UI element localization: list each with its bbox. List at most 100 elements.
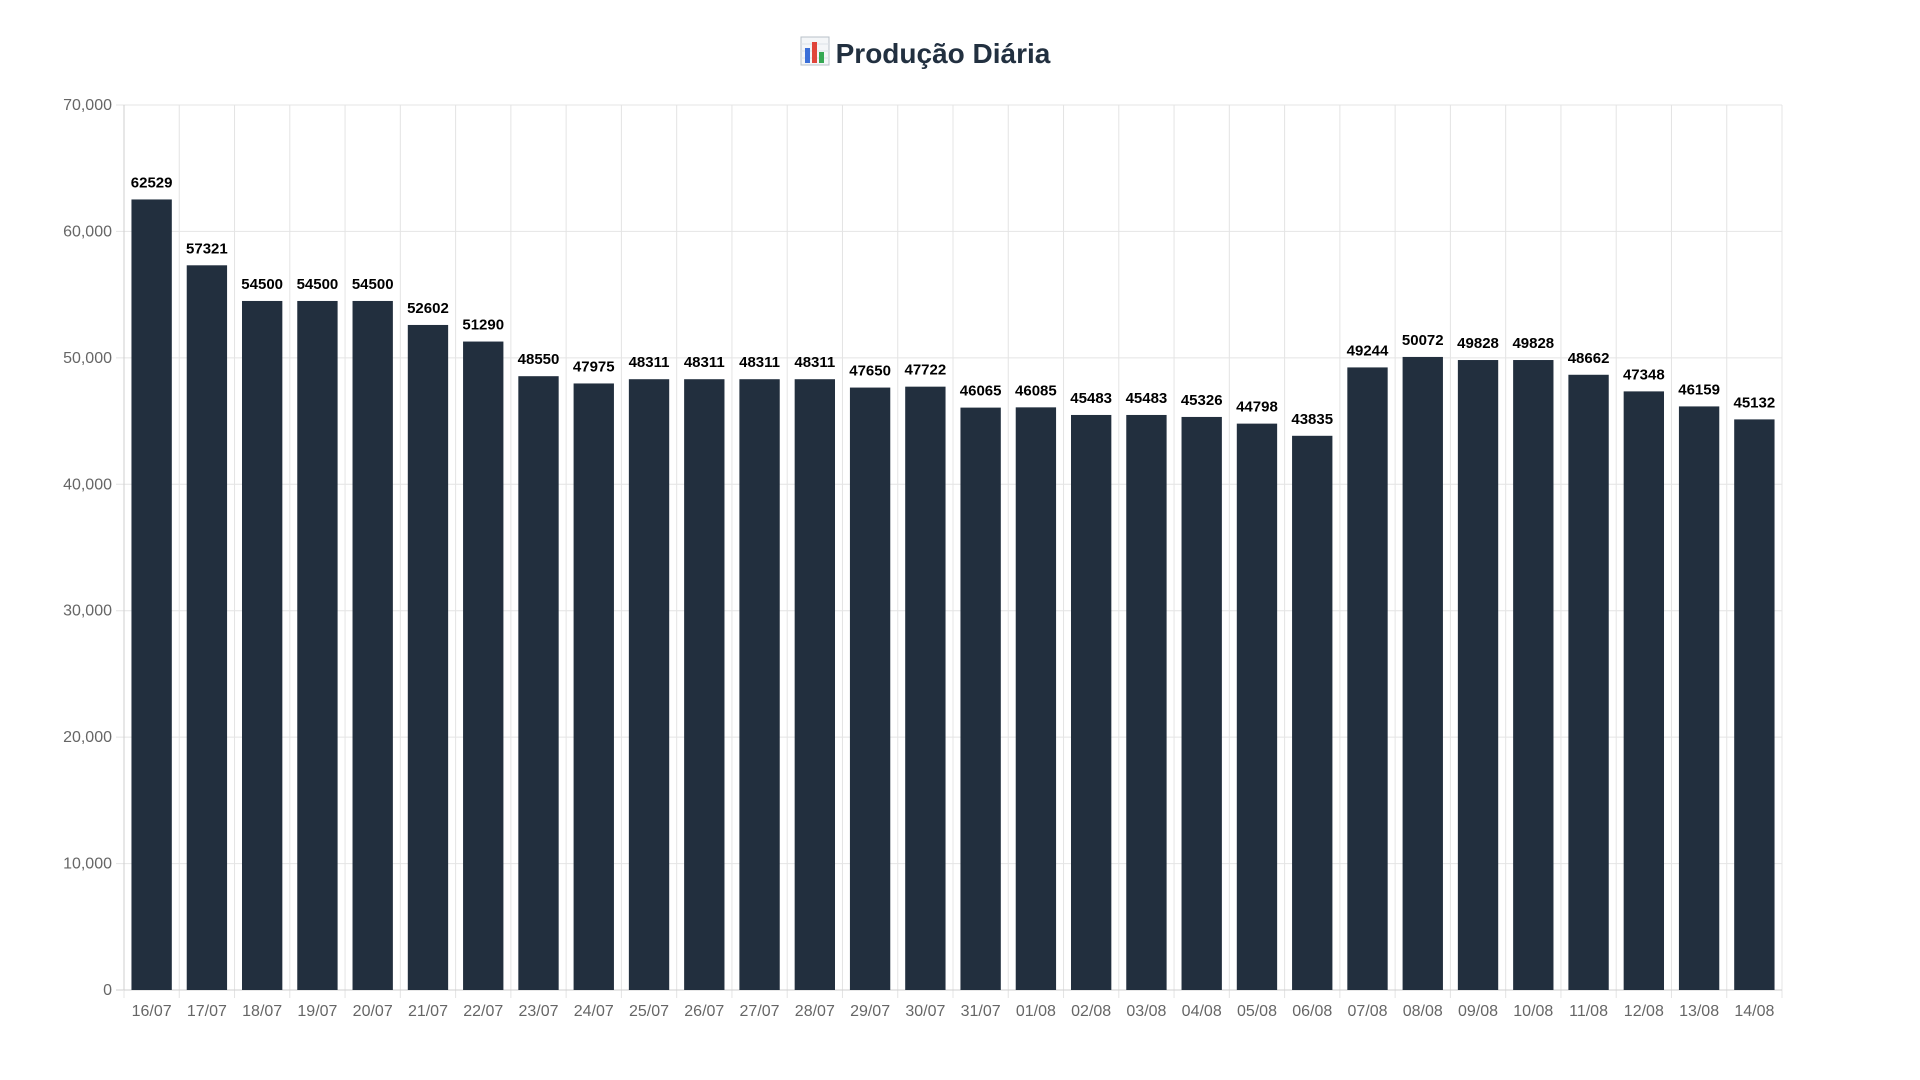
x-tick-label: 19/07 [297,1003,337,1020]
x-tick-label: 28/07 [795,1003,835,1020]
x-tick-label: 17/07 [187,1003,227,1020]
x-tick-label: 12/08 [1624,1003,1664,1020]
bar-value-label: 48550 [518,351,560,368]
bar-value-label: 48311 [684,354,725,371]
bar [1402,356,1443,990]
bar [1513,360,1554,990]
bar [794,379,836,990]
x-tick-label: 27/07 [740,1003,780,1020]
bars [131,199,1775,991]
x-axis-tick-labels: 16/07 17/07 18/07 19/07 20/07 21/07 22/07 23/07… [132,1003,1775,1020]
y-tick-label: 0 [103,982,112,999]
x-tick-label: 29/07 [850,1003,890,1020]
bar [518,376,559,990]
bar-value-label: 48311 [794,354,835,371]
bar [1734,419,1775,990]
bar-value-label: 47975 [573,358,615,375]
bar-value-label: 46159 [1678,381,1720,398]
x-tick-label: 09/08 [1458,1003,1498,1020]
x-tick-label: 07/08 [1347,1003,1387,1020]
bar [1070,414,1112,990]
chart-title-text: Produção Diária [835,38,1051,69]
x-tick-label: 16/07 [132,1003,172,1020]
bar [628,379,670,990]
x-tick-label: 23/07 [518,1003,558,1020]
bar [849,387,891,990]
bar [1292,435,1333,990]
y-axis-tick-labels: 0 10,000 20,000 30,000 40,000 50,000 60,000 70,… [63,97,112,999]
bar [407,324,449,990]
x-tick-label: 08/08 [1403,1003,1443,1020]
grid-lines [116,104,1783,998]
bar-value-label: 49244 [1347,342,1389,359]
bar [905,386,946,990]
x-tick-label: 24/07 [574,1003,614,1020]
x-tick-label: 18/07 [242,1003,282,1020]
x-tick-label: 26/07 [684,1003,724,1020]
bar [1347,367,1388,990]
bar-value-label: 54500 [297,276,339,293]
bar-value-label: 48311 [629,354,670,371]
bar-value-label: 48662 [1568,350,1610,367]
bar-value-label: 49828 [1457,335,1499,352]
y-tick-label: 40,000 [63,476,112,493]
y-tick-label: 20,000 [63,729,112,746]
bar [297,300,338,990]
x-tick-label: 31/07 [961,1003,1001,1020]
bar-value-label: 50072 [1402,332,1444,349]
bar [684,379,725,990]
bar [131,199,172,991]
bar-value-label: 46085 [1015,382,1057,399]
x-tick-label: 06/08 [1292,1003,1332,1020]
x-tick-label: 21/07 [408,1003,448,1020]
data-labels: 62529 57321 54500 54500 54500 52602 51290 48550… [131,174,1775,427]
bar [241,300,283,990]
bar-value-label: 49828 [1512,335,1554,352]
bar [573,383,614,990]
bar [1181,416,1222,991]
y-tick-label: 30,000 [63,603,112,620]
y-tick-label: 60,000 [63,223,112,240]
bar [1568,374,1609,990]
bar [960,407,1001,990]
bar-value-label: 47650 [849,363,891,380]
x-tick-label: 22/07 [463,1003,503,1020]
bar-value-label: 45483 [1070,390,1112,407]
bar-value-label: 54500 [352,276,394,293]
x-tick-label: 10/08 [1513,1003,1553,1020]
x-tick-label: 13/08 [1679,1003,1719,1020]
bar-value-label: 51290 [462,317,504,334]
y-tick-label: 10,000 [63,856,112,873]
y-tick-label: 50,000 [63,350,112,367]
x-tick-label: 02/08 [1071,1003,1111,1020]
x-tick-label: 30/07 [905,1003,945,1020]
bar-value-label: 47348 [1623,366,1665,383]
bar-value-label: 47722 [905,362,947,379]
chart-title: Produção Diária [0,36,1850,73]
bar [352,300,393,990]
bar [1236,423,1278,991]
bar [1457,360,1499,990]
x-tick-label: 20/07 [353,1003,393,1020]
x-tick-label: 11/08 [1569,1003,1608,1020]
bar-value-label: 62529 [131,174,173,191]
x-tick-label: 25/07 [629,1003,669,1020]
bar-value-label: 45132 [1734,394,1776,411]
x-tick-label: 03/08 [1126,1003,1166,1020]
bar-value-label: 57321 [186,240,228,257]
bar [739,379,780,990]
bar-value-label: 45326 [1181,392,1223,409]
bar-chart-icon [800,36,830,73]
bar [1126,414,1167,990]
x-tick-label: 05/08 [1237,1003,1277,1020]
bar-value-label: 54500 [241,276,283,293]
y-tick-label: 70,000 [63,97,112,114]
bar-value-label: 44798 [1236,399,1278,416]
bar [1678,406,1720,991]
bar-value-label: 48311 [739,354,780,371]
bar-value-label: 52602 [407,300,449,317]
bar [463,341,504,990]
x-tick-label: 14/08 [1734,1003,1774,1020]
bar [1015,407,1057,990]
